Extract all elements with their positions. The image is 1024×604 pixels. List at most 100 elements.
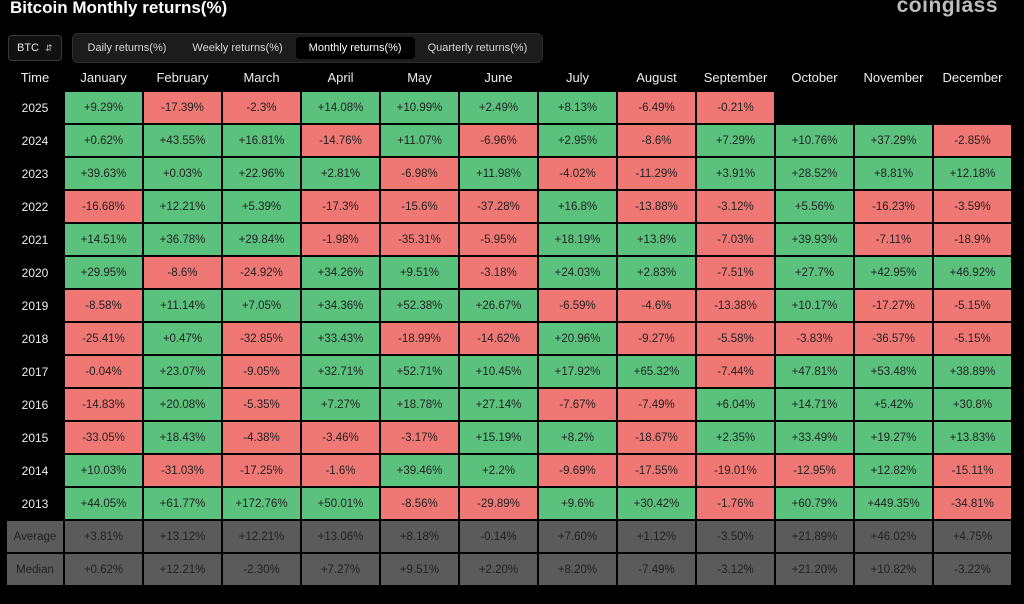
return-cell: -7.51%: [697, 257, 774, 288]
return-cell: +23.07%: [144, 356, 221, 387]
tab-quarterly[interactable]: Quarterly returns(%): [427, 42, 528, 54]
stat-cell: +7.27%: [302, 554, 379, 585]
year-label: 2023: [21, 166, 49, 181]
stat-cell: -3.12%: [697, 554, 774, 585]
return-cell: -34.81%: [934, 488, 1011, 519]
tab-daily[interactable]: Daily returns(%): [87, 42, 167, 54]
year-label: 2025: [21, 100, 49, 115]
return-cell: +13.8%: [618, 224, 695, 255]
return-cell: +17.92%: [539, 356, 616, 387]
return-cell: -6.96%: [460, 125, 537, 156]
coin-select[interactable]: BTC ⇵: [8, 35, 62, 61]
return-cell: +18.43%: [144, 422, 221, 453]
return-cell: -4.6%: [618, 290, 695, 321]
return-cell: -3.83%: [776, 323, 853, 354]
table-row: 2016 -14.83% +20.08% -5.35% +7.27% +18.78% +27…: [7, 389, 1011, 420]
return-cell: -32.85%: [223, 323, 300, 354]
tab-weekly[interactable]: Weekly returns(%): [192, 42, 283, 54]
tab-monthly[interactable]: Monthly returns(%): [295, 37, 415, 59]
stat-cell: -0.14%: [460, 521, 537, 552]
stat-row-median: Median +0.62% +12.21% -2.30% +7.27% +9.51% +2.…: [7, 554, 1011, 585]
return-cell: +5.42%: [855, 389, 932, 420]
stat-cell: +7.60%: [539, 521, 616, 552]
return-cell: -35.31%: [381, 224, 458, 255]
return-cell: +2.81%: [302, 158, 379, 189]
return-cell: +449.35%: [855, 488, 932, 519]
return-cell: -7.11%: [855, 224, 932, 255]
returns-table-container: Time January February March April May June July…: [5, 62, 1013, 587]
return-cell: +47.81%: [776, 356, 853, 387]
table-row: 2015 -33.05% +18.43% -4.38% -3.46% -3.17% +15.…: [7, 422, 1011, 453]
return-cell: -0.04%: [65, 356, 142, 387]
return-cell: -7.03%: [697, 224, 774, 255]
return-cell: +8.81%: [855, 158, 932, 189]
return-cell: +27.14%: [460, 389, 537, 420]
return-cell: -5.95%: [460, 224, 537, 255]
return-cell: +11.14%: [144, 290, 221, 321]
year-label: 2016: [21, 397, 49, 412]
empty-cell: [934, 92, 1011, 123]
return-cell: +34.36%: [302, 290, 379, 321]
return-cell: -6.49%: [618, 92, 695, 123]
return-cell: +2.49%: [460, 92, 537, 123]
return-cell: -1.76%: [697, 488, 774, 519]
return-cell: +0.62%: [65, 125, 142, 156]
return-cell: -9.27%: [618, 323, 695, 354]
return-cell: -33.05%: [65, 422, 142, 453]
return-cell: -8.56%: [381, 488, 458, 519]
return-cell: +8.2%: [539, 422, 616, 453]
return-cell: -4.02%: [539, 158, 616, 189]
column-header-time: Time: [20, 69, 50, 85]
return-cell: +7.05%: [223, 290, 300, 321]
return-cell: +9.6%: [539, 488, 616, 519]
return-cell: -14.62%: [460, 323, 537, 354]
return-cell: -6.98%: [381, 158, 458, 189]
return-cell: +15.19%: [460, 422, 537, 453]
stat-cell: +4.75%: [934, 521, 1011, 552]
return-cell: +10.76%: [776, 125, 853, 156]
return-cell: -3.59%: [934, 191, 1011, 222]
return-cell: +52.38%: [381, 290, 458, 321]
year-label: 2021: [21, 232, 49, 247]
table-row: 2022 -16.68% +12.21% +5.39% -17.3% -15.6% -37.…: [7, 191, 1011, 222]
return-cell: +14.51%: [65, 224, 142, 255]
table-row: 2023 +39.63% +0.03% +22.96% +2.81% -6.98% +11.…: [7, 158, 1011, 189]
year-label: 2013: [21, 496, 49, 511]
return-cell: -17.55%: [618, 455, 695, 486]
return-cell: +42.95%: [855, 257, 932, 288]
return-cell: -14.83%: [65, 389, 142, 420]
return-cell: +27.7%: [776, 257, 853, 288]
return-cell: -17.39%: [144, 92, 221, 123]
column-header-october: October: [791, 69, 838, 85]
return-cell: -18.67%: [618, 422, 695, 453]
coin-select-label: BTC: [17, 42, 39, 54]
return-cell: +22.96%: [223, 158, 300, 189]
return-cell: -7.67%: [539, 389, 616, 420]
return-cell: +39.93%: [776, 224, 853, 255]
year-label: 2020: [21, 265, 49, 280]
return-cell: -8.6%: [618, 125, 695, 156]
stat-cell: +13.12%: [144, 521, 221, 552]
return-cell: -18.99%: [381, 323, 458, 354]
year-label: 2022: [21, 199, 49, 214]
return-cell: +6.04%: [697, 389, 774, 420]
stat-cell: -2.30%: [223, 554, 300, 585]
return-cell: +33.49%: [776, 422, 853, 453]
stat-cell: +21.89%: [776, 521, 853, 552]
stat-cell: +8.18%: [381, 521, 458, 552]
returns-table: Time January February March April May June July…: [5, 62, 1013, 587]
return-cell: +3.91%: [697, 158, 774, 189]
return-cell: +38.89%: [934, 356, 1011, 387]
return-cell: +43.55%: [144, 125, 221, 156]
return-cell: -12.95%: [776, 455, 853, 486]
return-cell: +8.13%: [539, 92, 616, 123]
return-cell: -5.15%: [934, 323, 1011, 354]
column-header-february: February: [156, 69, 209, 85]
return-cell: +2.83%: [618, 257, 695, 288]
year-label: 2018: [21, 331, 49, 346]
return-cell: -18.9%: [934, 224, 1011, 255]
return-cell: +30.42%: [618, 488, 695, 519]
return-cell: +16.8%: [539, 191, 616, 222]
return-cell: +65.32%: [618, 356, 695, 387]
return-cell: +2.2%: [460, 455, 537, 486]
